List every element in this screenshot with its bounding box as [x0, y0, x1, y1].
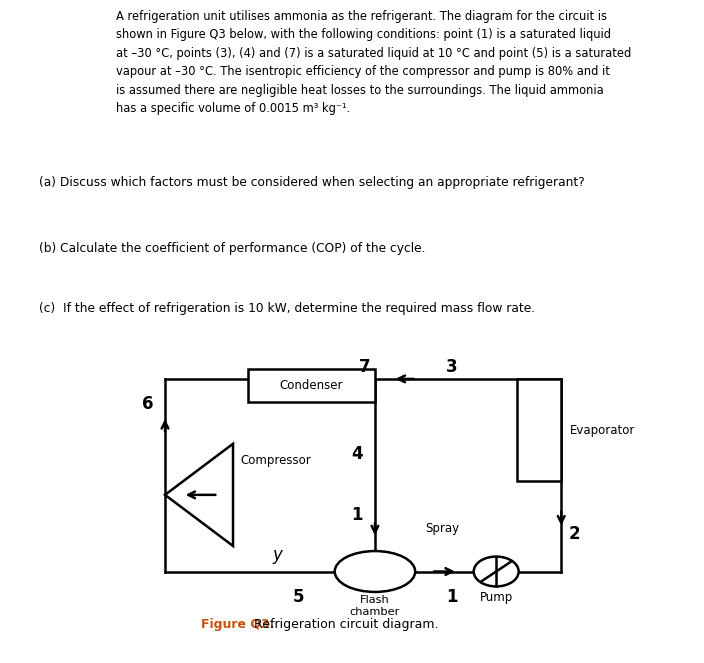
Text: Condenser: Condenser [279, 379, 343, 392]
Text: Compressor: Compressor [240, 453, 311, 467]
Polygon shape [165, 444, 233, 546]
Text: 7: 7 [358, 358, 370, 376]
Text: 4: 4 [351, 445, 363, 463]
Bar [248, 369, 375, 402]
Text: (c)  If the effect of refrigeration is 10 kW, determine the required mass flow r: (c) If the effect of refrigeration is 10… [39, 302, 535, 315]
Text: 1: 1 [446, 588, 458, 606]
Circle shape [474, 556, 519, 587]
Text: (b) Calculate the coefficient of performance (COP) of the cycle.: (b) Calculate the coefficient of perform… [39, 242, 425, 255]
Text: 2: 2 [568, 525, 580, 543]
Bar [517, 379, 561, 481]
Text: A refrigeration unit utilises ammonia as the refrigerant. The diagram for the ci: A refrigeration unit utilises ammonia as… [116, 10, 631, 115]
Text: Pump: Pump [479, 591, 513, 604]
Text: Refrigeration circuit diagram.: Refrigeration circuit diagram. [250, 618, 439, 631]
Text: (a) Discuss which factors must be considered when selecting an appropriate refri: (a) Discuss which factors must be consid… [39, 176, 584, 189]
Text: Spray: Spray [425, 522, 459, 535]
Text: 1: 1 [351, 505, 363, 524]
Text: Flash
chamber: Flash chamber [350, 595, 400, 617]
Text: y: y [272, 546, 282, 564]
Ellipse shape [334, 551, 415, 592]
Text: 3: 3 [446, 358, 458, 376]
Text: Evaporator: Evaporator [570, 424, 636, 436]
Text: Figure Q3.: Figure Q3. [201, 618, 274, 631]
Text: 6: 6 [142, 395, 153, 414]
Text: 5: 5 [292, 588, 304, 606]
